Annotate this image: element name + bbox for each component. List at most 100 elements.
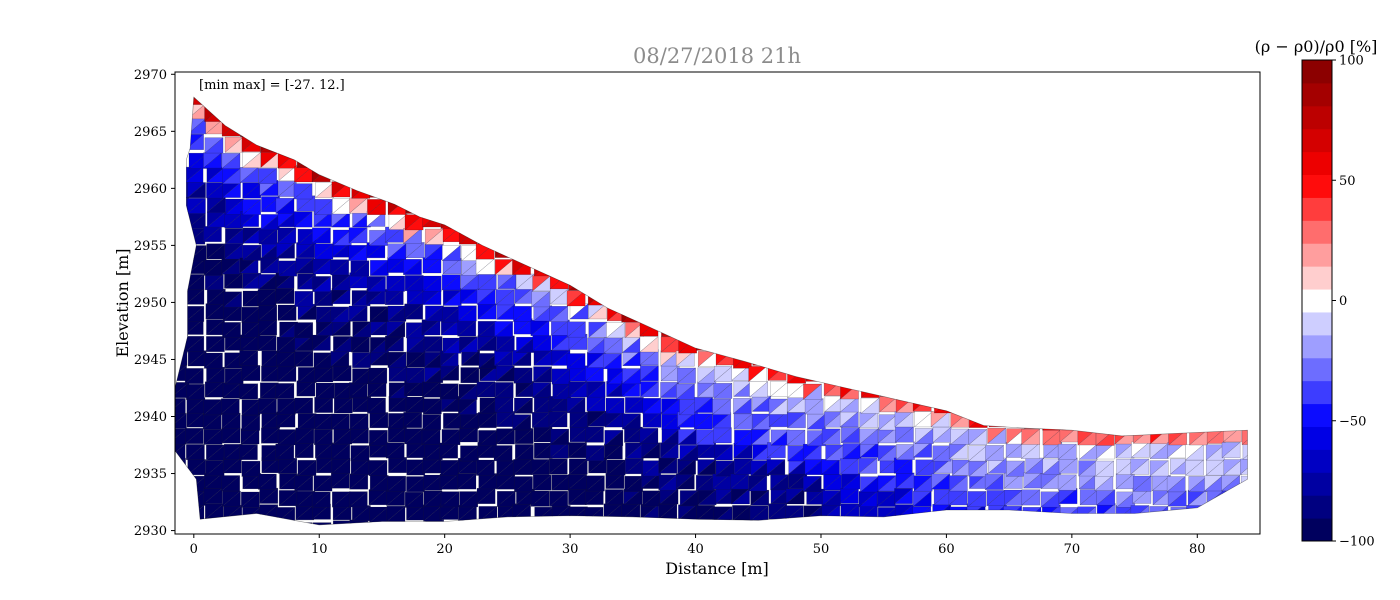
mesh-cell	[478, 228, 497, 245]
resistivity-mesh	[175, 97, 1279, 525]
colorbar-tick-label: 50	[1339, 174, 1356, 189]
mesh-cell	[1060, 521, 1080, 525]
mesh-cell	[1076, 519, 1096, 525]
mesh-cell	[584, 488, 604, 505]
mesh-cell	[1061, 414, 1081, 431]
mesh-cell	[860, 381, 880, 398]
mesh-cell	[439, 350, 459, 367]
mesh-cell	[223, 521, 243, 525]
mesh-cell	[658, 457, 678, 474]
mesh-cell	[475, 243, 495, 260]
mesh-cell	[422, 197, 442, 214]
mesh-cell	[1020, 442, 1040, 459]
mesh-cell	[202, 152, 222, 169]
x-tick-label: 80	[1189, 542, 1206, 557]
mesh-cell	[894, 519, 914, 525]
mesh-cell	[202, 413, 222, 430]
mesh-cell	[241, 364, 261, 381]
mesh-cell	[1187, 489, 1207, 506]
mesh-cell	[366, 521, 386, 525]
mesh-cell	[460, 367, 480, 384]
colorbar-swatch	[1302, 449, 1332, 473]
mesh-cell	[175, 103, 187, 120]
mesh-cell	[1093, 413, 1113, 430]
mesh-cell	[330, 259, 349, 276]
mesh-cell	[512, 242, 532, 259]
mesh-cell	[586, 395, 606, 412]
mesh-cell	[386, 275, 405, 292]
mesh-cell	[697, 518, 716, 525]
colorbar-swatch	[1302, 472, 1332, 496]
mesh-cell	[984, 444, 1004, 461]
mesh-cell	[752, 349, 772, 366]
mesh-cell	[175, 258, 189, 275]
mesh-cell	[202, 225, 222, 242]
mesh-cell	[1114, 414, 1134, 431]
mesh-cell	[568, 522, 588, 525]
mesh-cell	[1058, 488, 1078, 504]
mesh-cell	[1168, 429, 1187, 446]
mesh-cell	[349, 473, 369, 490]
mesh-cell	[186, 182, 206, 199]
mesh-cell	[1151, 521, 1170, 525]
mesh-cell	[349, 413, 369, 430]
mesh-cell	[369, 181, 388, 198]
mesh-cell	[439, 522, 459, 525]
mesh-cell	[1039, 522, 1059, 525]
mesh-cell	[623, 488, 643, 505]
mesh-cell	[605, 397, 625, 414]
mesh-cell	[242, 199, 261, 215]
mesh-cell	[712, 412, 732, 429]
mesh-cell	[1096, 489, 1116, 506]
mesh-cell	[968, 460, 988, 477]
mesh-cell	[712, 519, 731, 525]
mesh-cell	[675, 350, 695, 367]
mesh-cell	[879, 380, 899, 397]
mesh-cell	[441, 244, 461, 261]
mesh-cell	[175, 475, 189, 492]
mesh-cell	[532, 474, 552, 491]
mesh-cell	[221, 412, 241, 429]
mesh-cell	[222, 305, 242, 322]
mesh-cell	[294, 397, 313, 414]
mesh-cell	[175, 337, 188, 354]
mesh-cell	[221, 181, 241, 198]
mesh-cell	[240, 428, 260, 445]
mesh-cell	[422, 197, 442, 214]
mesh-cell	[348, 227, 368, 244]
mesh-cell	[221, 475, 240, 492]
mesh-cell	[495, 428, 515, 445]
mesh-cell	[1167, 490, 1187, 507]
mesh-cell	[894, 519, 914, 525]
mesh-cell	[967, 491, 987, 507]
mesh-cell	[1095, 443, 1115, 460]
mesh-cell	[642, 397, 662, 414]
colorbar-tick-label: −50	[1339, 414, 1366, 429]
mesh-cell	[240, 491, 260, 508]
mesh-cell	[457, 305, 477, 322]
mesh-cell	[493, 445, 513, 462]
mesh-cell	[311, 227, 331, 244]
colorbar-swatch	[1302, 266, 1332, 290]
mesh-cell	[205, 336, 225, 352]
mesh-cell	[386, 321, 406, 338]
mesh-cell	[1261, 476, 1279, 491]
mesh-cell	[186, 519, 206, 525]
mesh-cell	[349, 427, 369, 444]
y-tick-label: 2945	[134, 353, 167, 368]
mesh-cell	[1241, 488, 1248, 504]
mesh-cell	[366, 276, 386, 292]
mesh-cell	[1042, 414, 1062, 431]
mesh-cell	[259, 487, 279, 504]
x-tick-label: 20	[436, 542, 453, 557]
mesh-cell	[257, 397, 277, 414]
x-tick-label: 60	[938, 542, 955, 557]
mesh-cell	[767, 349, 787, 366]
mesh-cell	[238, 443, 258, 460]
mesh-cell	[968, 411, 988, 428]
mesh-cell	[175, 182, 188, 199]
mesh-cell	[932, 521, 952, 525]
mesh-cell	[659, 442, 679, 459]
mesh-cell	[458, 336, 478, 353]
mesh-cell	[175, 488, 189, 505]
